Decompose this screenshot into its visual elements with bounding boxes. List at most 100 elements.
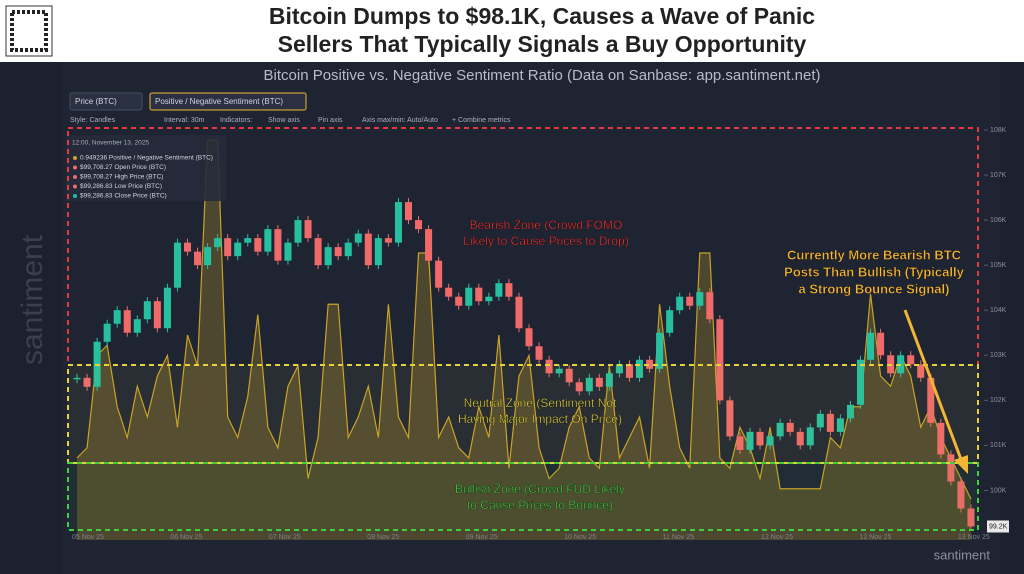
tooltip-dot xyxy=(73,184,77,189)
candle xyxy=(344,242,352,257)
candle xyxy=(786,422,794,432)
candle xyxy=(565,368,573,383)
x-tick-label: 07 Nov 25 xyxy=(269,534,301,541)
x-tick-label: 13 Nov 25 xyxy=(958,534,990,541)
candle xyxy=(425,229,433,261)
y-tick-label: 105K xyxy=(990,262,1007,269)
candle xyxy=(445,287,453,297)
tab-label: Price (BTC) xyxy=(75,97,117,106)
candle xyxy=(384,238,392,243)
candle xyxy=(224,238,232,257)
candle xyxy=(455,296,463,306)
x-tick-label: 11 Nov 25 xyxy=(663,534,694,541)
title-line: Bitcoin Dumps to $98.1K, Causes a Wave o… xyxy=(269,3,815,29)
candle xyxy=(194,251,202,266)
y-tick-label: 107K xyxy=(990,172,1007,179)
tooltip-row: $99,708.27 High Price (BTC) xyxy=(80,174,163,181)
tab-label: Positive / Negative Sentiment (BTC) xyxy=(155,97,283,106)
candle xyxy=(133,319,141,333)
candle xyxy=(776,422,784,437)
candle xyxy=(364,233,372,266)
brand-footer: santiment xyxy=(934,547,991,562)
candle xyxy=(595,377,603,387)
bearish-annotation: Bearish Zone (Crowd FOMO xyxy=(470,218,623,232)
candle xyxy=(294,220,302,243)
candle xyxy=(555,368,563,374)
candle xyxy=(877,332,885,356)
candle xyxy=(766,436,774,446)
candle xyxy=(415,220,423,230)
candle xyxy=(485,296,493,302)
callout-annotation: a Strong Bounce Signal) xyxy=(799,281,950,296)
tooltip-dot xyxy=(73,175,77,179)
y-tick-label: 106K xyxy=(990,217,1007,224)
candle xyxy=(505,283,513,297)
candle xyxy=(204,247,212,266)
candle xyxy=(806,427,814,446)
title-line: Sellers That Typically Signals a Buy Opp… xyxy=(278,31,807,57)
candle xyxy=(304,220,312,239)
candle xyxy=(475,287,483,302)
y-tick-label: 108K xyxy=(990,127,1007,134)
candle xyxy=(625,364,633,378)
candle xyxy=(123,310,131,333)
candle xyxy=(867,332,875,360)
header-band xyxy=(0,0,1024,62)
tab xyxy=(69,92,143,111)
toolbar-option: Indicators: xyxy=(220,117,252,124)
candle xyxy=(153,301,161,329)
subtitle: Bitcoin Positive vs. Negative Sentiment … xyxy=(264,67,821,84)
x-tick-label: 10 Nov 25 xyxy=(564,534,596,541)
y-tick-label: 100K xyxy=(990,487,1007,494)
tooltip-row: $99,286.83 Close Price (BTC) xyxy=(80,193,167,200)
candle xyxy=(284,242,292,261)
candle xyxy=(967,508,975,527)
candle xyxy=(103,323,111,342)
tooltip-row: $99,708.27 Open Price (BTC) xyxy=(80,164,166,171)
sentiment-line xyxy=(76,139,972,500)
candle xyxy=(324,247,332,266)
candle xyxy=(666,310,674,333)
candle xyxy=(656,332,664,369)
tooltip-row: $99,286.83 Low Price (BTC) xyxy=(80,183,162,190)
bullish-annotation: Bullish Zone (Crowd FUD Likely xyxy=(455,482,625,496)
candle xyxy=(374,238,382,266)
candle xyxy=(525,328,533,347)
candle xyxy=(173,242,181,288)
neutral-annotation: Neutral Zone (Sentiment Not xyxy=(464,396,617,410)
candle xyxy=(615,364,623,374)
last-price-label: 99.2K xyxy=(989,523,1008,530)
candle xyxy=(856,359,865,405)
candle xyxy=(143,301,151,320)
candle xyxy=(605,373,613,387)
toolbar-option: Style: Candles xyxy=(70,117,116,124)
x-tick-label: 08 Nov 25 xyxy=(367,534,399,541)
candle xyxy=(274,229,282,261)
toolbar-option: Show axis xyxy=(268,117,300,124)
candle xyxy=(264,229,272,252)
x-tick-label: 12 Nov 25 xyxy=(859,534,891,541)
candle xyxy=(465,287,473,306)
callout-annotation: Currently More Bearish BTC xyxy=(787,247,962,262)
callout-arrow xyxy=(903,309,964,463)
candle xyxy=(635,359,644,378)
toolbar-option: + Combine metrics xyxy=(452,117,511,124)
toolbar-option: Axis max/min: Auto/Auto xyxy=(362,117,438,124)
arrow-head xyxy=(954,455,968,474)
candle xyxy=(244,238,252,243)
tooltip-time: 12:00, November 13, 2025 xyxy=(72,140,149,147)
callout-annotation: Posts Than Bullish (Typically xyxy=(784,264,964,279)
candle xyxy=(354,233,362,243)
candle xyxy=(756,431,764,446)
candle xyxy=(214,238,222,248)
candle xyxy=(826,413,834,432)
candle xyxy=(927,377,935,423)
candle xyxy=(726,400,734,437)
x-tick-label: 12 Nov 25 xyxy=(761,534,793,541)
candle xyxy=(686,296,694,306)
candle xyxy=(545,359,553,374)
y-tick-label: 102K xyxy=(990,397,1007,404)
candle xyxy=(646,359,654,369)
